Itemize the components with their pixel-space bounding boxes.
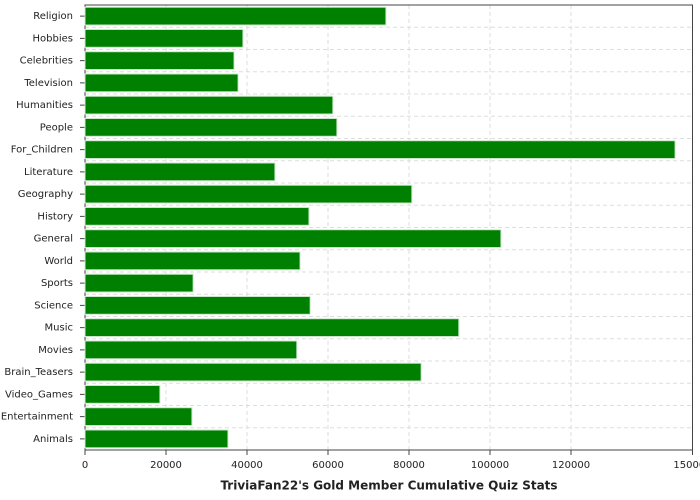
y-tick-label: Hobbies bbox=[33, 33, 73, 44]
bar bbox=[84, 184, 413, 204]
y-tick-label: Sports bbox=[41, 278, 73, 289]
x-tick-label: 80000 bbox=[393, 460, 425, 471]
bar bbox=[84, 251, 301, 271]
bar bbox=[84, 73, 239, 93]
y-tick-label: World bbox=[44, 256, 73, 267]
y-tick-label: Television bbox=[23, 78, 73, 89]
chart-title: TriviaFan22's Gold Member Cumulative Qui… bbox=[220, 479, 557, 493]
bar bbox=[84, 318, 460, 338]
y-tick-label: Science bbox=[34, 300, 73, 311]
bar bbox=[84, 28, 244, 48]
x-tick-label: 60000 bbox=[312, 460, 344, 471]
bar bbox=[84, 117, 338, 137]
bar bbox=[84, 340, 298, 360]
bar bbox=[84, 273, 194, 293]
y-tick-label: Entertainment bbox=[1, 412, 73, 423]
y-tick-label: History bbox=[37, 211, 73, 222]
plot-frame bbox=[84, 4, 693, 451]
bar bbox=[84, 206, 310, 226]
y-tick-label: For_Children bbox=[11, 145, 73, 156]
y-tick-label: Video_Games bbox=[5, 389, 73, 400]
y-tick-label: Literature bbox=[24, 167, 73, 178]
x-tick-label: 120000 bbox=[552, 460, 590, 471]
y-tick-label: Animals bbox=[33, 434, 73, 445]
x-tick-label: 20000 bbox=[150, 460, 182, 471]
bar bbox=[84, 295, 311, 315]
y-tick-label: Music bbox=[45, 323, 73, 334]
bar bbox=[84, 362, 422, 382]
y-tick-label: People bbox=[40, 122, 73, 133]
bar bbox=[84, 229, 502, 249]
x-tick-label: 150000 bbox=[673, 460, 700, 471]
y-tick-label: Celebrities bbox=[20, 56, 73, 67]
bar bbox=[84, 140, 676, 160]
y-tick-label: Brain_Teasers bbox=[4, 367, 73, 378]
x-tick-label: 100000 bbox=[471, 460, 509, 471]
x-tick-label: 0 bbox=[82, 460, 88, 471]
y-tick-label: Humanities bbox=[16, 100, 73, 111]
bar bbox=[84, 162, 276, 182]
y-tick-label: Movies bbox=[38, 345, 73, 356]
y-tick-label: General bbox=[34, 234, 73, 245]
bar bbox=[84, 6, 387, 26]
bar bbox=[84, 407, 193, 427]
bar bbox=[84, 429, 229, 449]
x-tick-label: 40000 bbox=[231, 460, 263, 471]
y-tick-label: Geography bbox=[18, 189, 73, 200]
bar bbox=[84, 384, 161, 404]
bar bbox=[84, 51, 235, 71]
bar bbox=[84, 95, 334, 115]
y-tick-label: Religion bbox=[33, 11, 73, 22]
